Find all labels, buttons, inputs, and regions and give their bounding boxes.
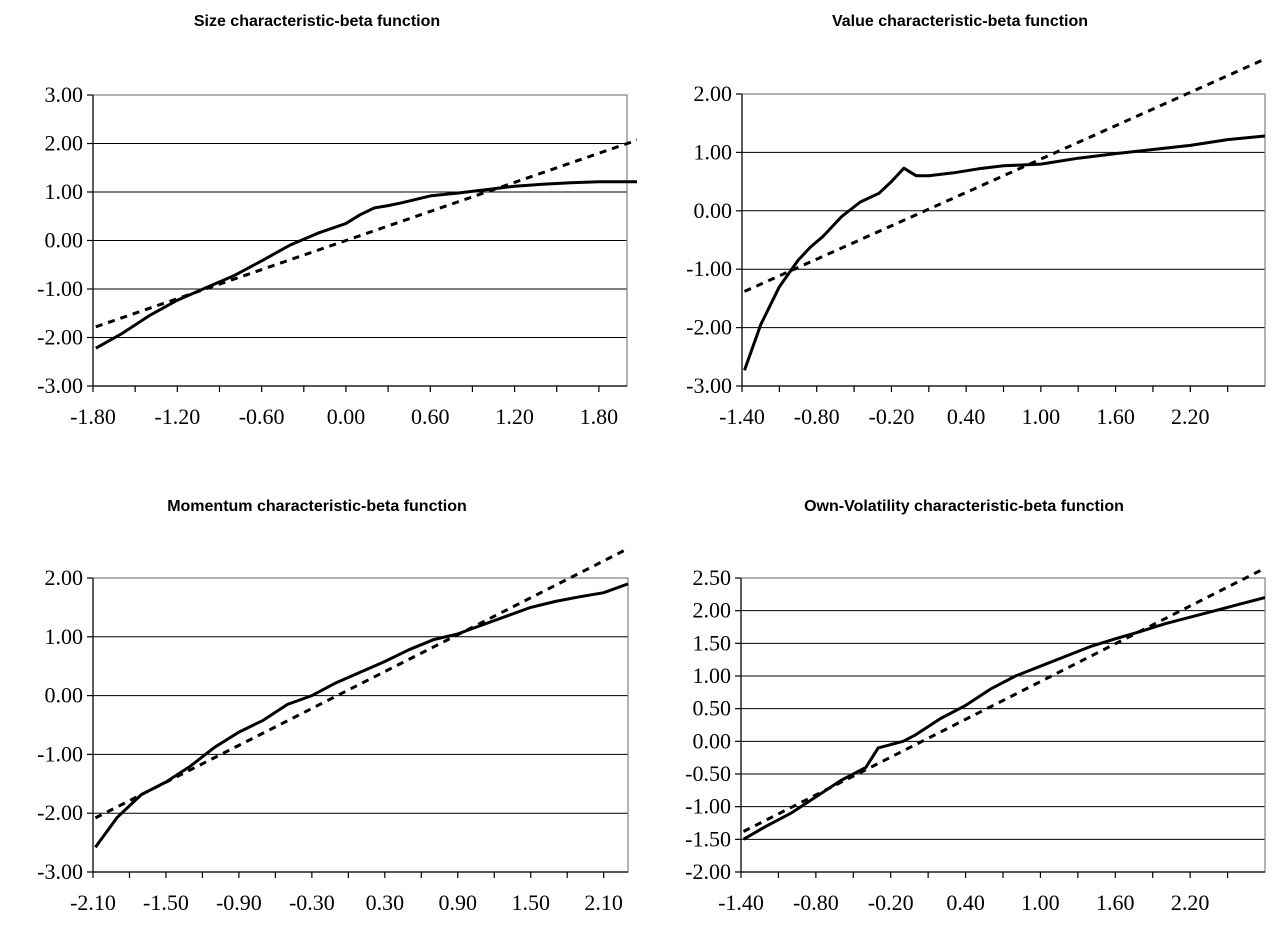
- y-tick-label: -0.50: [685, 761, 731, 786]
- x-tick-label: 0.40: [946, 890, 985, 915]
- y-tick-label: -2.00: [37, 800, 83, 825]
- y-tick-label: 0.00: [693, 728, 732, 753]
- y-tick-label: 0.00: [694, 198, 733, 223]
- plot-frame: [740, 577, 1266, 873]
- y-tick-label: 1.00: [693, 663, 732, 688]
- chart-panel-value: Value characteristic-beta function 2.00 1…: [637, 0, 1274, 467]
- series-line-dashed: [95, 138, 637, 329]
- y-tick-label: -1.00: [37, 741, 83, 766]
- series-line-dashed: [743, 57, 1266, 293]
- y-tick-label: 2.00: [45, 131, 84, 156]
- y-tick-label: -3.00: [37, 859, 83, 884]
- y-tick-label: -2.00: [37, 325, 83, 350]
- x-tick-label: 2.20: [1171, 404, 1210, 429]
- x-tick-label: 1.80: [580, 404, 619, 429]
- x-tick-label: 1.20: [495, 404, 534, 429]
- chart-title: Own-Volatility characteristic-beta funct…: [804, 498, 1124, 515]
- chart-title: Value characteristic-beta function: [832, 13, 1088, 30]
- x-tick-label: -1.20: [154, 404, 200, 429]
- x-tick-label: 1.50: [511, 890, 550, 915]
- x-tick-label: 2.10: [584, 890, 623, 915]
- y-tick-label: 1.00: [45, 179, 84, 204]
- x-tick-label: -0.20: [869, 404, 915, 429]
- series-line-solid: [743, 134, 1266, 371]
- x-tick-label: -0.80: [793, 890, 839, 915]
- chart-panel-own-volatility: Own-Volatility characteristic-beta funct…: [637, 467, 1274, 934]
- x-tick-label: 2.20: [1171, 890, 1210, 915]
- y-tick-label: 1.00: [45, 624, 84, 649]
- y-tick-label: -1.50: [685, 826, 731, 851]
- y-tick-label: -2.00: [685, 859, 731, 884]
- x-tick-label: -1.40: [718, 890, 764, 915]
- x-tick-label: -2.10: [70, 890, 116, 915]
- chart-panel-momentum: Momentum characteristic-beta function 2.…: [0, 467, 637, 934]
- y-tick-label: 2.00: [693, 598, 732, 623]
- y-tick-label: 2.50: [693, 565, 732, 590]
- x-tick-label: 0.90: [439, 890, 478, 915]
- chart-svg-size: Size characteristic-beta function 3.00 2.…: [37, 13, 637, 429]
- x-tick-label: -0.20: [868, 890, 914, 915]
- chart-svg-momentum: Momentum characteristic-beta function 2.…: [37, 498, 629, 915]
- series-line-dashed: [742, 566, 1266, 833]
- chart-svg-value: Value characteristic-beta function 2.00 1…: [686, 13, 1266, 429]
- chart-panel-size: Size characteristic-beta function 3.00 2.…: [0, 0, 637, 467]
- series-line-solid: [742, 596, 1266, 841]
- y-tick-label: -1.00: [37, 276, 83, 301]
- series-line-solid: [94, 582, 629, 849]
- y-tick-label: -2.00: [686, 315, 732, 340]
- x-tick-label: -0.60: [239, 404, 285, 429]
- y-tick-label: 0.00: [45, 228, 84, 253]
- chart-svg-own-volatility: Own-Volatility characteristic-beta funct…: [685, 498, 1266, 915]
- y-tick-label: -1.00: [685, 794, 731, 819]
- x-tick-label: -0.80: [794, 404, 840, 429]
- x-tick-label: 1.60: [1096, 890, 1135, 915]
- y-tick-label: -3.00: [37, 373, 83, 398]
- y-tick-label: -3.00: [686, 373, 732, 398]
- x-tick-label: 0.40: [947, 404, 986, 429]
- x-tick-label: 1.60: [1096, 404, 1135, 429]
- y-tick-label: 0.50: [693, 696, 732, 721]
- chart-title: Size characteristic-beta function: [194, 13, 440, 30]
- y-tick-label: 1.50: [693, 630, 732, 655]
- x-tick-label: -1.50: [143, 890, 189, 915]
- x-tick-label: -1.40: [719, 404, 765, 429]
- x-tick-label: 1.00: [1021, 890, 1060, 915]
- y-tick-label: -1.00: [686, 256, 732, 281]
- x-tick-label: -0.90: [216, 890, 262, 915]
- x-tick-label: 0.30: [366, 890, 405, 915]
- plot-frame: [92, 577, 629, 873]
- x-tick-label: 1.00: [1022, 404, 1061, 429]
- x-tick-label: 0.00: [327, 404, 366, 429]
- y-tick-label: 2.00: [694, 81, 733, 106]
- x-tick-label: -1.80: [70, 404, 116, 429]
- y-tick-label: 1.00: [694, 139, 733, 164]
- x-tick-label: 0.60: [411, 404, 450, 429]
- chart-title: Momentum characteristic-beta function: [167, 498, 467, 515]
- y-tick-label: 3.00: [45, 82, 84, 107]
- y-tick-label: 0.00: [45, 683, 84, 708]
- series-line-dashed: [94, 547, 629, 820]
- x-tick-label: -0.30: [289, 890, 335, 915]
- series-line-solid: [95, 180, 637, 350]
- y-tick-label: 2.00: [45, 565, 84, 590]
